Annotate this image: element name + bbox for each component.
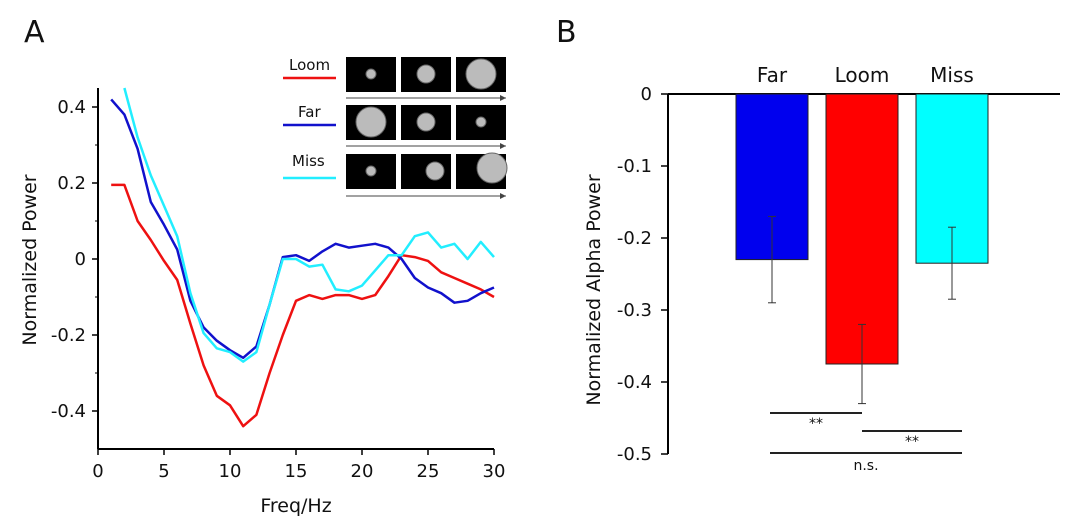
b-ytick-label: -0.2	[617, 228, 652, 249]
a-xtick-label: 25	[417, 461, 440, 482]
category-label-far: Far	[757, 63, 788, 87]
panel-a-letter: A	[24, 15, 45, 50]
miss-thumb-2-ball	[425, 161, 445, 181]
a-ytick-label: -0.4	[51, 401, 86, 422]
far-time-arrowhead	[500, 143, 506, 149]
a-ytick-label: 0	[75, 249, 86, 270]
far-thumb-1-ball	[355, 106, 387, 138]
a-ytick-label: 0.2	[57, 173, 86, 194]
b-ytick-label: -0.4	[617, 372, 652, 393]
category-label-loom: Loom	[835, 63, 890, 87]
b-ytick-label: -0.3	[617, 300, 652, 321]
miss-thumb-1-ball	[365, 165, 377, 177]
series-line-loom	[111, 183, 495, 428]
a-xtick-label: 30	[483, 461, 506, 482]
panel-a-y-axis-label: Normalized Power	[19, 174, 41, 345]
category-label-miss: Miss	[930, 63, 974, 87]
legend-label-far: Far	[298, 103, 321, 121]
far-thumb-3-ball	[475, 116, 487, 128]
loom-thumb-1-ball	[365, 68, 377, 80]
b-ytick-label: 0	[641, 84, 652, 105]
far-thumb-2-ball	[416, 112, 436, 132]
sig-label-far-loom: **	[809, 416, 823, 432]
panel-b-bar-chart: 0 -0.1 -0.2 -0.3 -0.4 -0.5 Far Loom Miss ** ** n.…	[583, 63, 1060, 474]
loom-thumb-2-ball	[416, 64, 436, 84]
a-ytick-label: -0.2	[51, 325, 86, 346]
b-ytick-label: -0.5	[617, 444, 652, 465]
panel-b-letter: B	[556, 15, 577, 50]
panel-b-y-axis-label: Normalized Alpha Power	[583, 174, 605, 405]
legend-label-miss: Miss	[292, 152, 325, 170]
miss-thumb-3-ball	[476, 152, 508, 184]
a-xtick-label: 0	[92, 461, 103, 482]
series-line-far	[110, 98, 495, 360]
a-ytick-label: 0.4	[57, 97, 86, 118]
b-ytick-label: -0.1	[617, 156, 652, 177]
a-xtick-label: 10	[219, 461, 242, 482]
panel-a-line-chart: 0 5 10 15 20 25 30 -0.4 -0.2 0 0.2 0.4 Freq/Hz Nor…	[19, 56, 508, 517]
loom-thumb-3-ball	[465, 58, 497, 90]
a-xtick-label: 15	[285, 461, 308, 482]
sig-label-far-miss: n.s.	[853, 458, 878, 474]
loom-time-arrowhead	[500, 95, 506, 101]
miss-time-arrowhead	[500, 193, 506, 199]
panel-a-legend: Loom Far Miss	[283, 56, 508, 199]
a-xtick-label: 5	[158, 461, 169, 482]
bar-loom	[825, 93, 899, 365]
a-xtick-label: 20	[351, 461, 374, 482]
panel-a-x-axis-label: Freq/Hz	[260, 495, 331, 517]
sig-label-loom-miss: **	[905, 434, 919, 450]
legend-label-loom: Loom	[289, 56, 330, 74]
series-line-miss	[123, 87, 495, 363]
